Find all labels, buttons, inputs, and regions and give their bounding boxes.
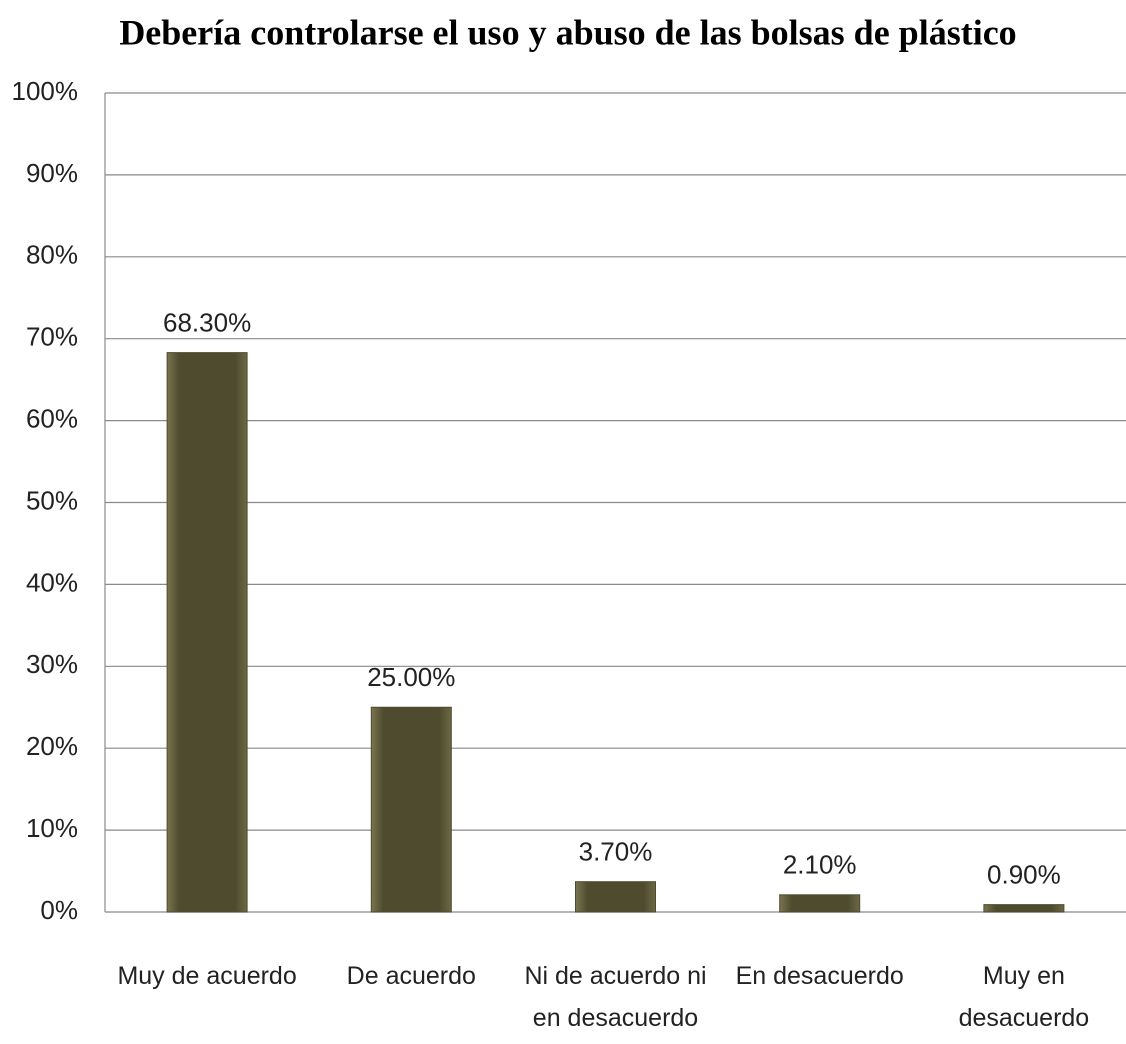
x-tick-label: De acuerdo	[346, 962, 476, 990]
data-label: 0.90%	[987, 860, 1061, 890]
chart-title: Debería controlarse el uso y abuso de la…	[119, 12, 1016, 52]
y-tick-label: 50%	[26, 485, 78, 515]
y-tick-label: 60%	[26, 403, 78, 433]
bar	[983, 904, 1065, 913]
data-label: 68.30%	[163, 307, 251, 337]
bar	[370, 706, 452, 913]
y-tick-label: 70%	[26, 322, 78, 352]
bar	[166, 352, 248, 913]
x-tick-label: Ni de acuerdo ni en desacuerdo	[524, 962, 707, 1032]
data-label: 25.00%	[367, 662, 455, 692]
bar	[779, 894, 861, 913]
y-tick-label: 100%	[12, 76, 79, 106]
data-label: 2.10%	[783, 850, 857, 880]
y-tick-label: 20%	[26, 731, 78, 761]
x-tick-label: Muy en desacuerdo	[958, 962, 1090, 1032]
y-tick-label: 0%	[40, 895, 78, 925]
y-tick-label: 40%	[26, 567, 78, 597]
bar	[575, 881, 656, 913]
x-tick-label: Muy de acuerdo	[117, 962, 297, 990]
data-label: 3.70%	[579, 837, 653, 867]
y-tick-label: 10%	[26, 813, 78, 843]
x-tick-label: En desacuerdo	[735, 962, 904, 990]
y-tick-label: 30%	[26, 649, 78, 679]
y-tick-label: 80%	[26, 240, 78, 270]
y-tick-label: 90%	[26, 158, 78, 188]
